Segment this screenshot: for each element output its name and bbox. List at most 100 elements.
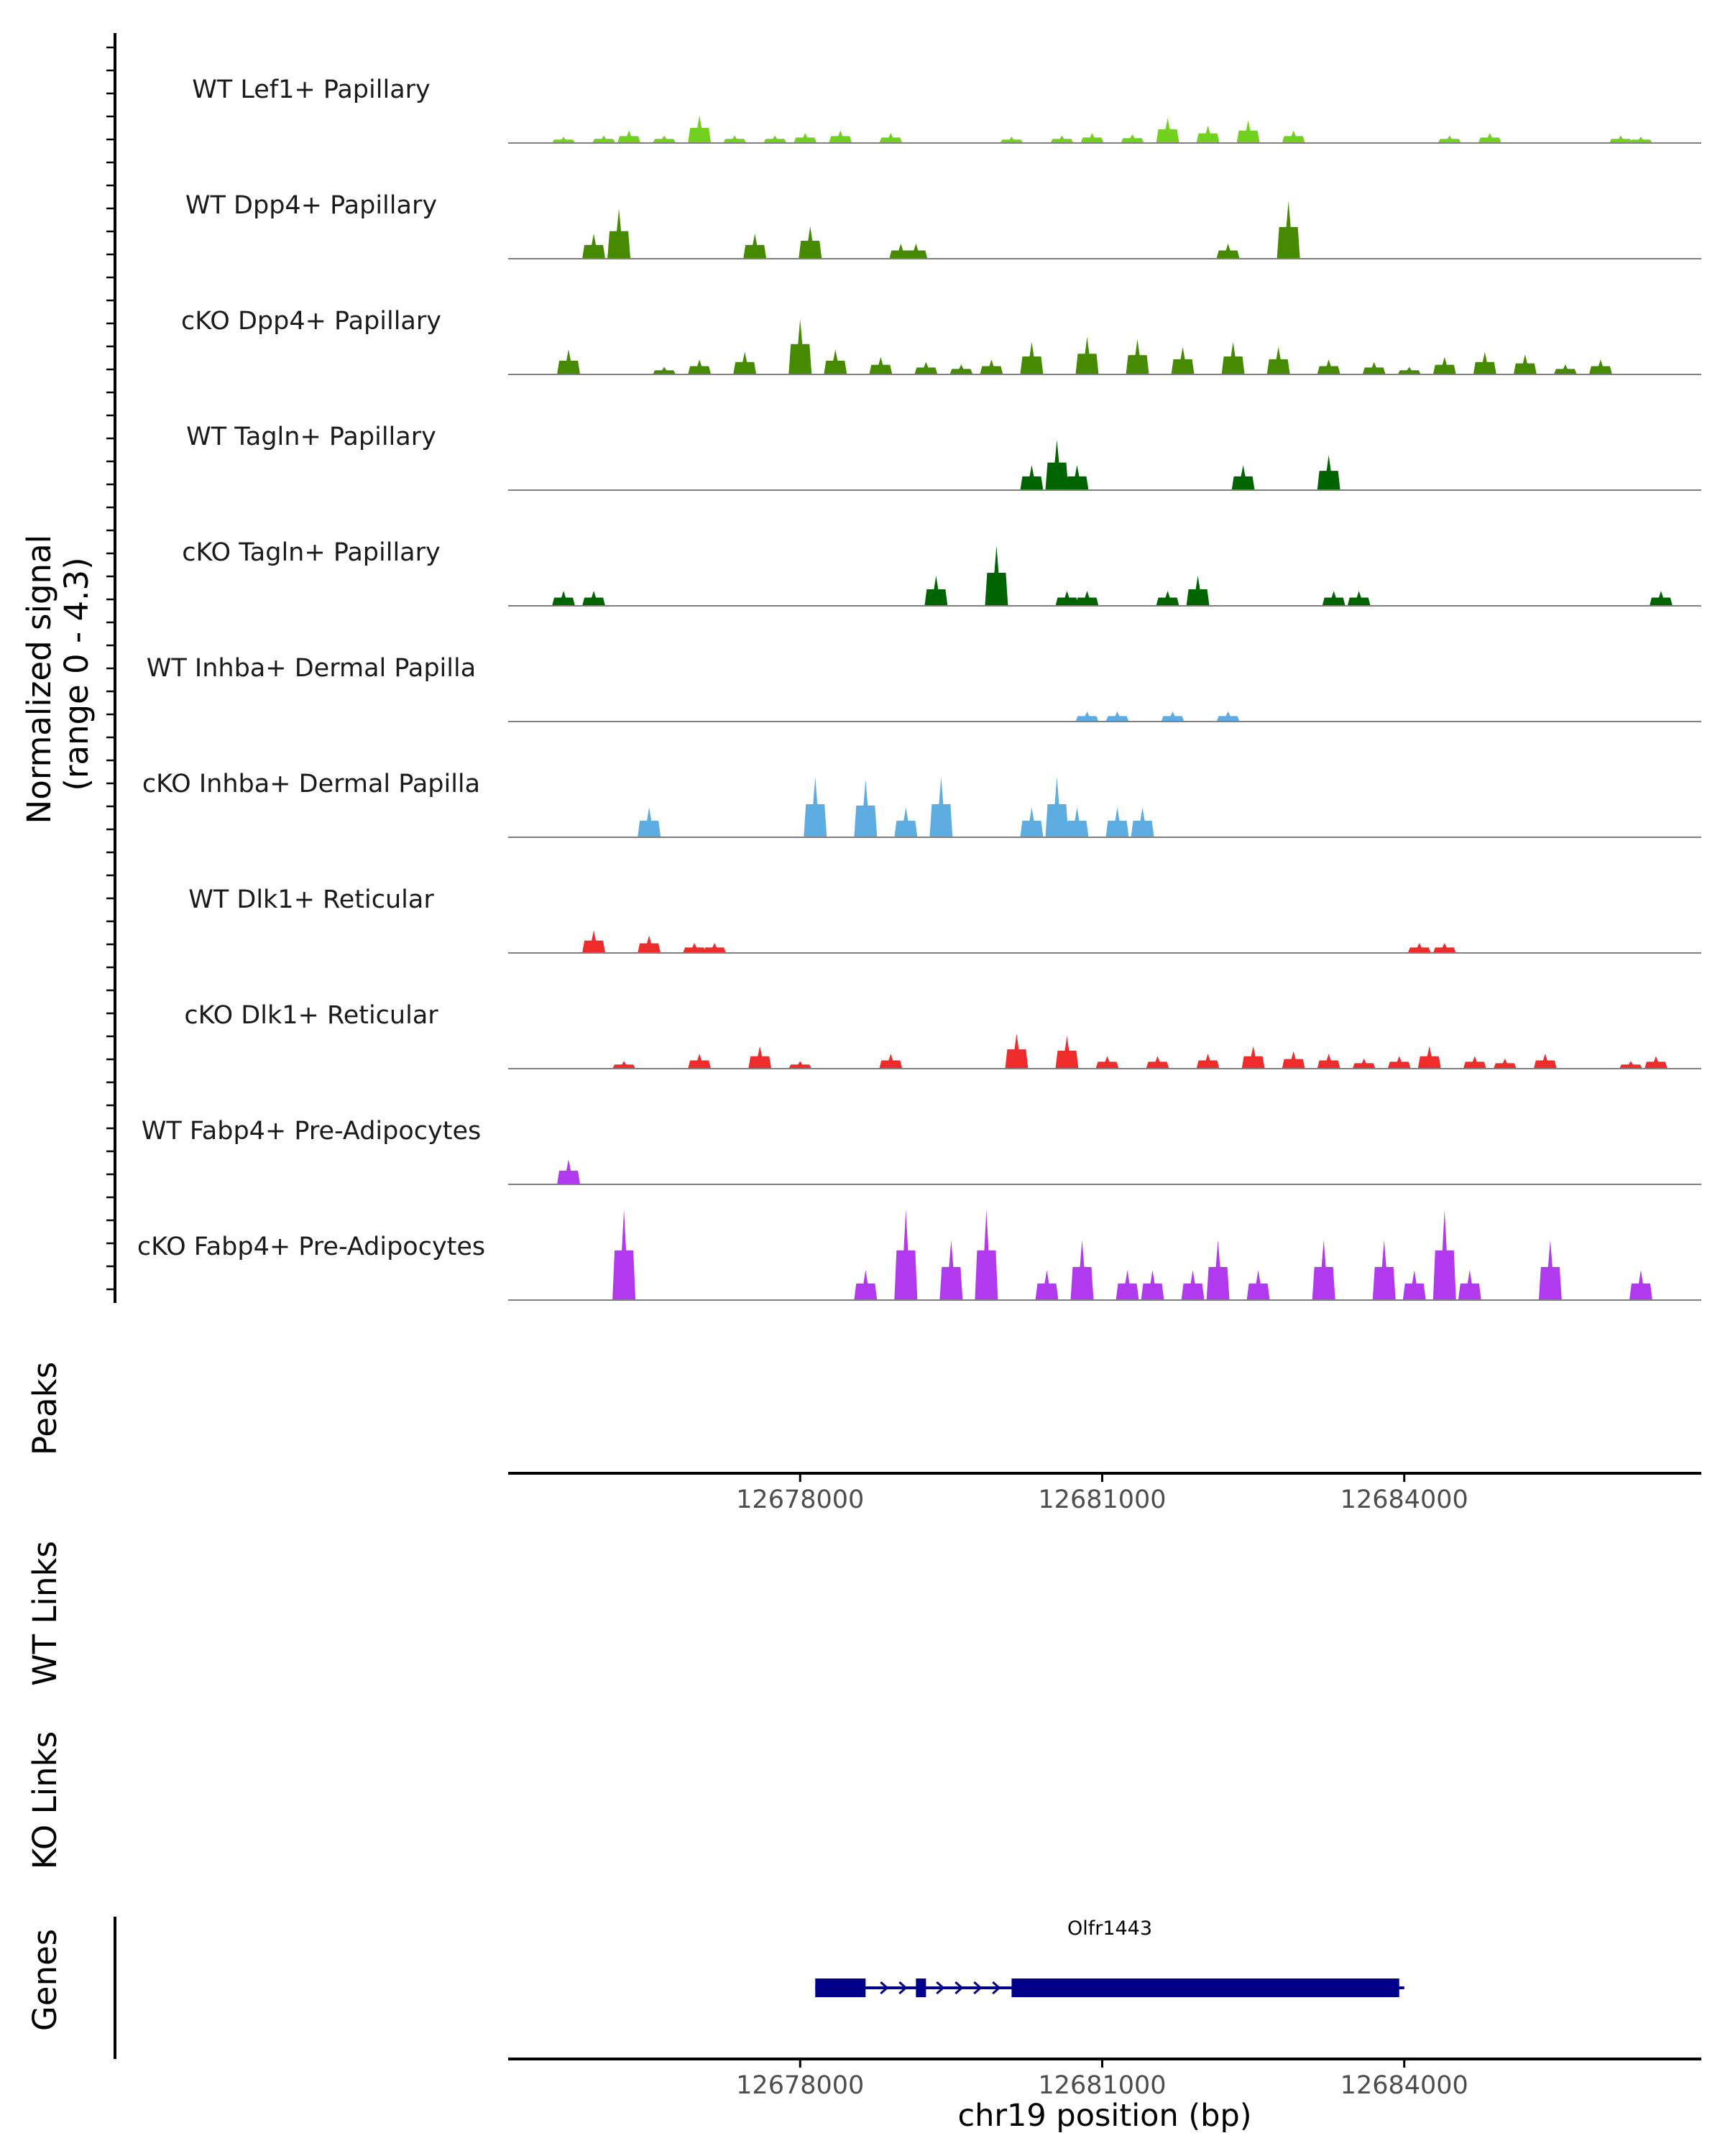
coverage-peak: [1171, 346, 1195, 374]
coverage-peak: [904, 244, 928, 259]
coverage-peak: [1121, 134, 1144, 143]
x-tick-label: 12681000: [1038, 2071, 1166, 2100]
coverage-peak: [1186, 576, 1210, 606]
coverage-peak: [688, 359, 712, 374]
coverage-peak: [1236, 120, 1260, 143]
coverage-peak: [1105, 807, 1129, 837]
coverage-peak: [748, 1046, 772, 1069]
coverage-peak: [1045, 777, 1069, 837]
x-tick-label: 12684000: [1340, 1485, 1468, 1514]
coverage-peak: [612, 1210, 636, 1300]
panel-label-wt-links: WT Links: [26, 1541, 64, 1686]
panel-labels: Peaks WT Links KO Links Genes: [26, 1362, 64, 2031]
coverage-peak: [1241, 1046, 1265, 1069]
coverage-peak: [1432, 356, 1456, 374]
coverage-peak: [1075, 591, 1099, 606]
coverage-peak: [1075, 336, 1099, 374]
track-label: cKO Dlk1+ Reticular: [184, 1001, 438, 1030]
coverage-peak: [788, 1061, 812, 1069]
coverage-peak: [1005, 1033, 1029, 1069]
coverage-peak: [1387, 1056, 1411, 1069]
track-cko-inhba-dermal-papilla: cKO Inhba+ Dermal Papilla: [142, 770, 1701, 838]
coverage-peak: [1417, 1046, 1441, 1069]
x-tick-label: 12684000: [1340, 2071, 1468, 2100]
track-label: WT Dlk1+ Reticular: [188, 885, 434, 914]
coverage-peak: [607, 208, 631, 259]
coverage-peak: [552, 591, 576, 606]
coverage-peak: [1538, 1240, 1562, 1300]
track-cko-fabp4-pre-adipocytes: cKO Fabp4+ Pre-Adipocytes: [137, 1210, 1701, 1301]
coverage-peak: [1553, 364, 1577, 374]
coverage-peak: [743, 234, 767, 259]
coverage-peak: [1588, 359, 1612, 374]
coverage-peak: [1438, 135, 1461, 143]
coverage-peak: [869, 356, 893, 374]
coverage-peak: [763, 135, 787, 143]
coverage-peak: [703, 943, 727, 953]
gene-track: Olfr1443: [114, 1917, 1404, 2059]
coverage-peak: [723, 135, 747, 143]
coverage-peak: [788, 319, 812, 374]
coverage-peak: [1282, 1051, 1305, 1069]
coverage-peak: [879, 1054, 903, 1069]
coverage-peak: [1317, 455, 1340, 490]
coverage-peak: [552, 137, 576, 143]
y-axis-label-line1: Normalized signal: [20, 535, 58, 824]
strand-arrow: [973, 1981, 983, 1995]
coverage-peak: [1020, 341, 1044, 374]
coverage-peak: [1513, 354, 1537, 374]
track-cko-dlk1-reticular: cKO Dlk1+ Reticular: [184, 1001, 1701, 1069]
peaks-x-axis: 12678000 12681000 12684000: [508, 1472, 1701, 1514]
coverage-peak: [1156, 118, 1179, 143]
panel-label-ko-links: KO Links: [26, 1731, 64, 1869]
coverage-peak: [975, 1210, 998, 1300]
signal-y-axis: [106, 33, 116, 1303]
x-tick-label: 12681000: [1038, 1485, 1166, 1514]
coverage-peak: [582, 234, 606, 259]
coverage-peak: [582, 930, 606, 953]
coverage-peak: [688, 115, 712, 143]
coverage-peak: [612, 1061, 636, 1069]
coverage-peak: [1493, 1059, 1517, 1069]
coverage-peak: [1020, 807, 1044, 837]
coverage-peak: [804, 777, 827, 837]
coverage-peak: [1221, 341, 1245, 374]
track-cko-dpp4-papillary: cKO Dpp4+ Papillary: [181, 307, 1701, 375]
strand-arrow: [936, 1981, 945, 1995]
coverage-peak: [1045, 440, 1069, 490]
coverage-peak: [1619, 1061, 1642, 1069]
track-wt-fabp4-pre-adipocytes: WT Fabp4+ Pre-Adipocytes: [142, 1117, 1701, 1185]
coverage-peak: [794, 133, 817, 143]
strand-arrow: [954, 1981, 964, 1995]
coverage-peak: [1397, 367, 1421, 374]
coverage-peak: [1181, 1270, 1205, 1300]
coverage-peak: [1282, 130, 1305, 143]
x-tick-label: 12678000: [736, 2071, 864, 2100]
coverage-peak: [688, 1054, 712, 1069]
gene-exon: [1011, 1978, 1399, 1997]
panel-label-genes: Genes: [26, 1929, 64, 2031]
coverage-peak: [1629, 1270, 1652, 1300]
coverage-peak: [949, 364, 973, 374]
genes-x-axis: 12678000 12681000 12684000: [508, 2058, 1701, 2100]
coverage-peak: [1065, 465, 1089, 490]
coverage-peak: [1609, 135, 1632, 143]
coverage-peak: [1312, 1240, 1335, 1300]
coverage-tracks: WT Lef1+ Papillary WT Dpp4+ Papillary cKO …: [137, 75, 1701, 1301]
coverage-peak: [1206, 1240, 1230, 1300]
x-axis-label: chr19 position (bp): [957, 2098, 1251, 2134]
coverage-peak: [557, 1159, 581, 1184]
coverage-peak: [1020, 465, 1044, 490]
coverage-peak: [1317, 1054, 1340, 1069]
track-label: WT Tagln+ Papillary: [186, 423, 436, 451]
strand-arrow: [992, 1981, 1001, 1995]
coverage-peak: [638, 807, 661, 837]
coverage-peak: [1196, 125, 1220, 143]
coverage-peak: [1050, 135, 1074, 143]
coverage-peak: [1432, 1210, 1456, 1300]
coverage-peak: [985, 545, 1008, 606]
coverage-peak: [894, 1210, 918, 1300]
track-label: cKO Tagln+ Papillary: [182, 538, 441, 567]
gene-exon: [815, 1978, 866, 1997]
